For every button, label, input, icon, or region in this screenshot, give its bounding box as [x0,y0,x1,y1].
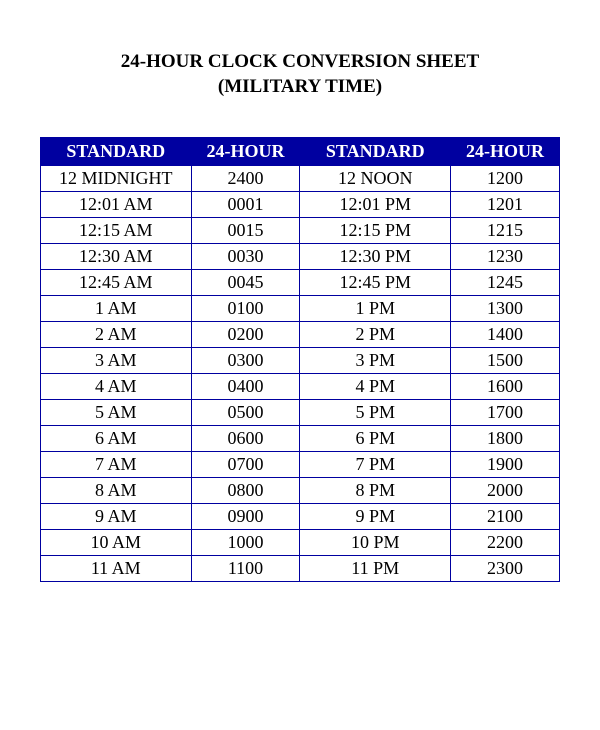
col-header-standard-1: STANDARD [41,138,192,166]
cell: 1400 [450,322,559,348]
col-header-24hour-1: 24-HOUR [191,138,300,166]
cell: 0600 [191,426,300,452]
conversion-table: STANDARD 24-HOUR STANDARD 24-HOUR 12 MID… [40,137,560,582]
table-row: 10 AM100010 PM2200 [41,530,560,556]
cell: 0400 [191,374,300,400]
cell: 12:15 AM [41,218,192,244]
cell: 0800 [191,478,300,504]
cell: 12 MIDNIGHT [41,166,192,192]
cell: 12:30 AM [41,244,192,270]
cell: 8 AM [41,478,192,504]
cell: 11 PM [300,556,451,582]
cell: 9 PM [300,504,451,530]
cell: 7 AM [41,452,192,478]
cell: 3 AM [41,348,192,374]
table-row: 1 AM01001 PM1300 [41,296,560,322]
cell: 12:01 PM [300,192,451,218]
col-header-24hour-2: 24-HOUR [450,138,559,166]
cell: 12:15 PM [300,218,451,244]
cell: 0700 [191,452,300,478]
col-header-standard-2: STANDARD [300,138,451,166]
cell: 0030 [191,244,300,270]
cell: 1230 [450,244,559,270]
document-page: 24-HOUR CLOCK CONVERSION SHEET (MILITARY… [0,0,600,582]
cell: 0100 [191,296,300,322]
cell: 1 PM [300,296,451,322]
table-row: 6 AM06006 PM1800 [41,426,560,452]
cell: 0001 [191,192,300,218]
cell: 0015 [191,218,300,244]
table-row: 11 AM110011 PM2300 [41,556,560,582]
cell: 3 PM [300,348,451,374]
table-row: 9 AM09009 PM2100 [41,504,560,530]
cell: 2 PM [300,322,451,348]
cell: 2100 [450,504,559,530]
table-row: 3 AM03003 PM1500 [41,348,560,374]
table-row: 12:45 AM004512:45 PM1245 [41,270,560,296]
cell: 6 AM [41,426,192,452]
cell: 1100 [191,556,300,582]
cell: 4 PM [300,374,451,400]
table-header-row: STANDARD 24-HOUR STANDARD 24-HOUR [41,138,560,166]
table-row: 8 AM08008 PM2000 [41,478,560,504]
table-row: 12:30 AM003012:30 PM1230 [41,244,560,270]
table-row: 12:01 AM000112:01 PM1201 [41,192,560,218]
cell: 1300 [450,296,559,322]
cell: 0500 [191,400,300,426]
cell: 10 AM [41,530,192,556]
table-row: 7 AM07007 PM1900 [41,452,560,478]
cell: 2300 [450,556,559,582]
cell: 4 AM [41,374,192,400]
cell: 1200 [450,166,559,192]
cell: 12:01 AM [41,192,192,218]
cell: 1201 [450,192,559,218]
table-row: 12 MIDNIGHT240012 NOON1200 [41,166,560,192]
cell: 0200 [191,322,300,348]
table-body: 12 MIDNIGHT240012 NOON1200 12:01 AM00011… [41,166,560,582]
cell: 12:45 AM [41,270,192,296]
cell: 0900 [191,504,300,530]
cell: 5 AM [41,400,192,426]
cell: 1800 [450,426,559,452]
cell: 2000 [450,478,559,504]
cell: 0045 [191,270,300,296]
cell: 2 AM [41,322,192,348]
cell: 1600 [450,374,559,400]
cell: 8 PM [300,478,451,504]
cell: 10 PM [300,530,451,556]
cell: 7 PM [300,452,451,478]
cell: 9 AM [41,504,192,530]
cell: 1700 [450,400,559,426]
cell: 1 AM [41,296,192,322]
cell: 0300 [191,348,300,374]
title-line-1: 24-HOUR CLOCK CONVERSION SHEET [40,50,560,75]
cell: 6 PM [300,426,451,452]
cell: 12:30 PM [300,244,451,270]
cell: 12:45 PM [300,270,451,296]
table-row: 4 AM04004 PM1600 [41,374,560,400]
title-line-2: (MILITARY TIME) [40,75,560,100]
cell: 11 AM [41,556,192,582]
cell: 1000 [191,530,300,556]
cell: 1900 [450,452,559,478]
table-row: 12:15 AM001512:15 PM1215 [41,218,560,244]
table-row: 5 AM05005 PM1700 [41,400,560,426]
cell: 2400 [191,166,300,192]
title-block: 24-HOUR CLOCK CONVERSION SHEET (MILITARY… [40,50,560,99]
cell: 5 PM [300,400,451,426]
cell: 1500 [450,348,559,374]
cell: 1245 [450,270,559,296]
cell: 12 NOON [300,166,451,192]
table-row: 2 AM02002 PM1400 [41,322,560,348]
cell: 2200 [450,530,559,556]
cell: 1215 [450,218,559,244]
